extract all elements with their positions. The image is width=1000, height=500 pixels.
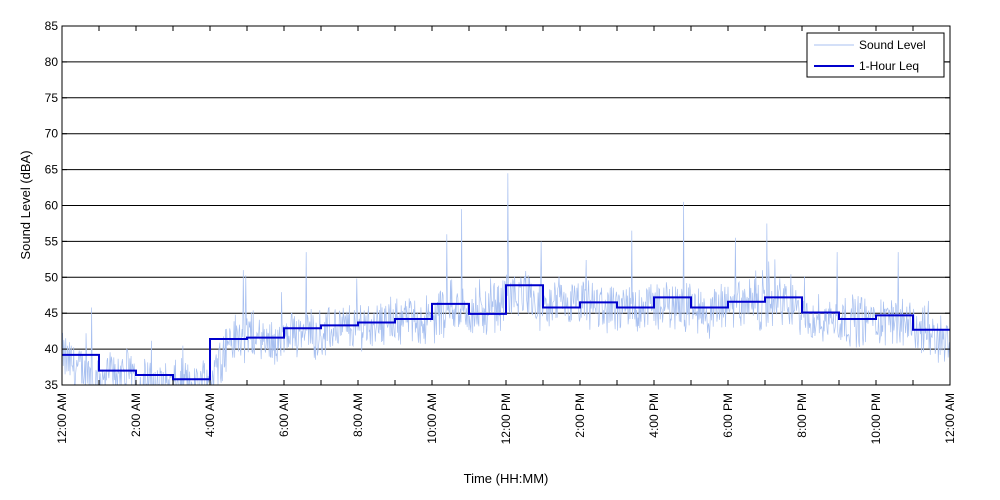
legend: Sound Level 1-Hour Leq (806, 32, 945, 78)
y-tick-label: 65 (45, 163, 59, 177)
y-tick-label: 70 (45, 127, 59, 141)
grid-lines (62, 61, 950, 350)
x-tick-label: 8:00 AM (351, 393, 365, 437)
x-tick-label: 12:00 AM (943, 393, 957, 444)
x-tick-label: 4:00 PM (647, 393, 661, 438)
y-tick-label: 55 (45, 234, 59, 248)
x-tick-label: 10:00 PM (869, 393, 883, 444)
x-tick-label: 6:00 AM (277, 393, 291, 437)
x-tick-label: 8:00 PM (795, 393, 809, 438)
legend-box (806, 32, 945, 78)
x-tick-label: 12:00 PM (499, 393, 513, 444)
y-tick-label: 75 (45, 91, 59, 105)
leq-step-line (62, 284, 950, 381)
y-tick-label: 50 (45, 270, 59, 284)
y-axis-ticks: 35 40 45 50 55 60 65 70 75 80 85 (45, 19, 950, 392)
y-tick-label: 85 (45, 19, 59, 33)
y-tick-label: 40 (45, 342, 59, 356)
x-tick-label: 6:00 PM (721, 393, 735, 438)
y-tick-label: 60 (45, 199, 59, 213)
leq-series (62, 284, 950, 381)
legend-leq-label: 1-Hour Leq (859, 59, 919, 73)
legend-sound-level-label: Sound Level (859, 38, 926, 52)
x-tick-label: 2:00 AM (129, 393, 143, 437)
x-tick-label: 4:00 AM (203, 393, 217, 437)
y-tick-label: 35 (45, 378, 59, 392)
x-tick-label: 10:00 AM (425, 393, 439, 444)
x-axis-ticks: 12:00 AM 2:00 AM 4:00 AM 6:00 AM 8:00 AM 10:0… (55, 26, 957, 444)
y-axis-title: Sound Level (dBA) (18, 150, 33, 259)
x-tick-label: 2:00 PM (573, 393, 587, 438)
y-tick-label: 80 (45, 55, 59, 69)
y-tick-label: 45 (45, 306, 59, 320)
x-tick-label: 12:00 AM (55, 393, 69, 444)
x-axis-title: Time (HH:MM) (464, 471, 549, 486)
